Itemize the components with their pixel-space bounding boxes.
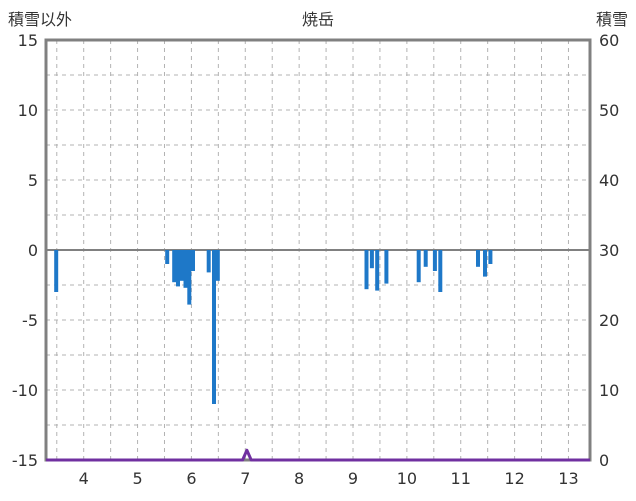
x-axis-tick: 9 [348, 469, 358, 488]
left-axis-title: 積雪以外 [8, 10, 73, 29]
right-axis-tick: 60 [599, 31, 619, 50]
data-bar [183, 250, 188, 288]
data-bar [438, 250, 443, 292]
data-bar [476, 250, 480, 267]
snow-depth-line [46, 448, 590, 462]
right-axis-tick: 40 [599, 171, 619, 190]
data-bar [54, 250, 59, 292]
left-axis-tick: -10 [12, 381, 38, 400]
x-axis-tick: 11 [451, 469, 471, 488]
left-axis-tick: -5 [22, 311, 38, 330]
right-axis-tick: 0 [599, 451, 609, 470]
chart-title: 焼岳 [301, 10, 334, 29]
x-axis-tick: 6 [186, 469, 196, 488]
chart-header: 積雪以外 焼岳 積雪 [0, 4, 636, 30]
left-axis-tick: 5 [28, 171, 38, 190]
x-axis-tick: 5 [132, 469, 142, 488]
right-axis-tick: 10 [599, 381, 619, 400]
data-bar [416, 250, 421, 283]
data-bar [432, 250, 437, 271]
data-bar [369, 250, 374, 269]
data-bar [206, 250, 211, 273]
x-axis-tick: 10 [397, 469, 417, 488]
data-bar [488, 250, 493, 264]
data-bar [187, 250, 192, 305]
x-axis-tick: 12 [504, 469, 524, 488]
left-axis-tick: 0 [28, 241, 38, 260]
data-bar [212, 250, 216, 404]
data-bar [364, 250, 369, 290]
data-bar [483, 250, 487, 277]
data-bar [172, 250, 177, 283]
x-axis-tick: 7 [240, 469, 250, 488]
data-bar [191, 250, 195, 271]
right-axis-tick: 20 [599, 311, 619, 330]
data-bar [384, 250, 389, 284]
right-axis-title: 積雪 [595, 10, 628, 29]
data-bar [215, 250, 220, 281]
left-axis-tick: 10 [18, 101, 38, 120]
data-bar [375, 250, 380, 291]
right-axis-tick: 30 [599, 241, 619, 260]
x-axis-tick: 13 [558, 469, 578, 488]
data-bar [423, 250, 428, 267]
data-bar [176, 250, 180, 287]
data-bar [179, 250, 184, 281]
x-axis-tick: 4 [79, 469, 89, 488]
right-axis-tick: 50 [599, 101, 619, 120]
left-axis-tick: 15 [18, 31, 38, 50]
x-axis-tick: 8 [294, 469, 304, 488]
left-axis-tick: -15 [12, 451, 38, 470]
data-bar [165, 250, 170, 264]
